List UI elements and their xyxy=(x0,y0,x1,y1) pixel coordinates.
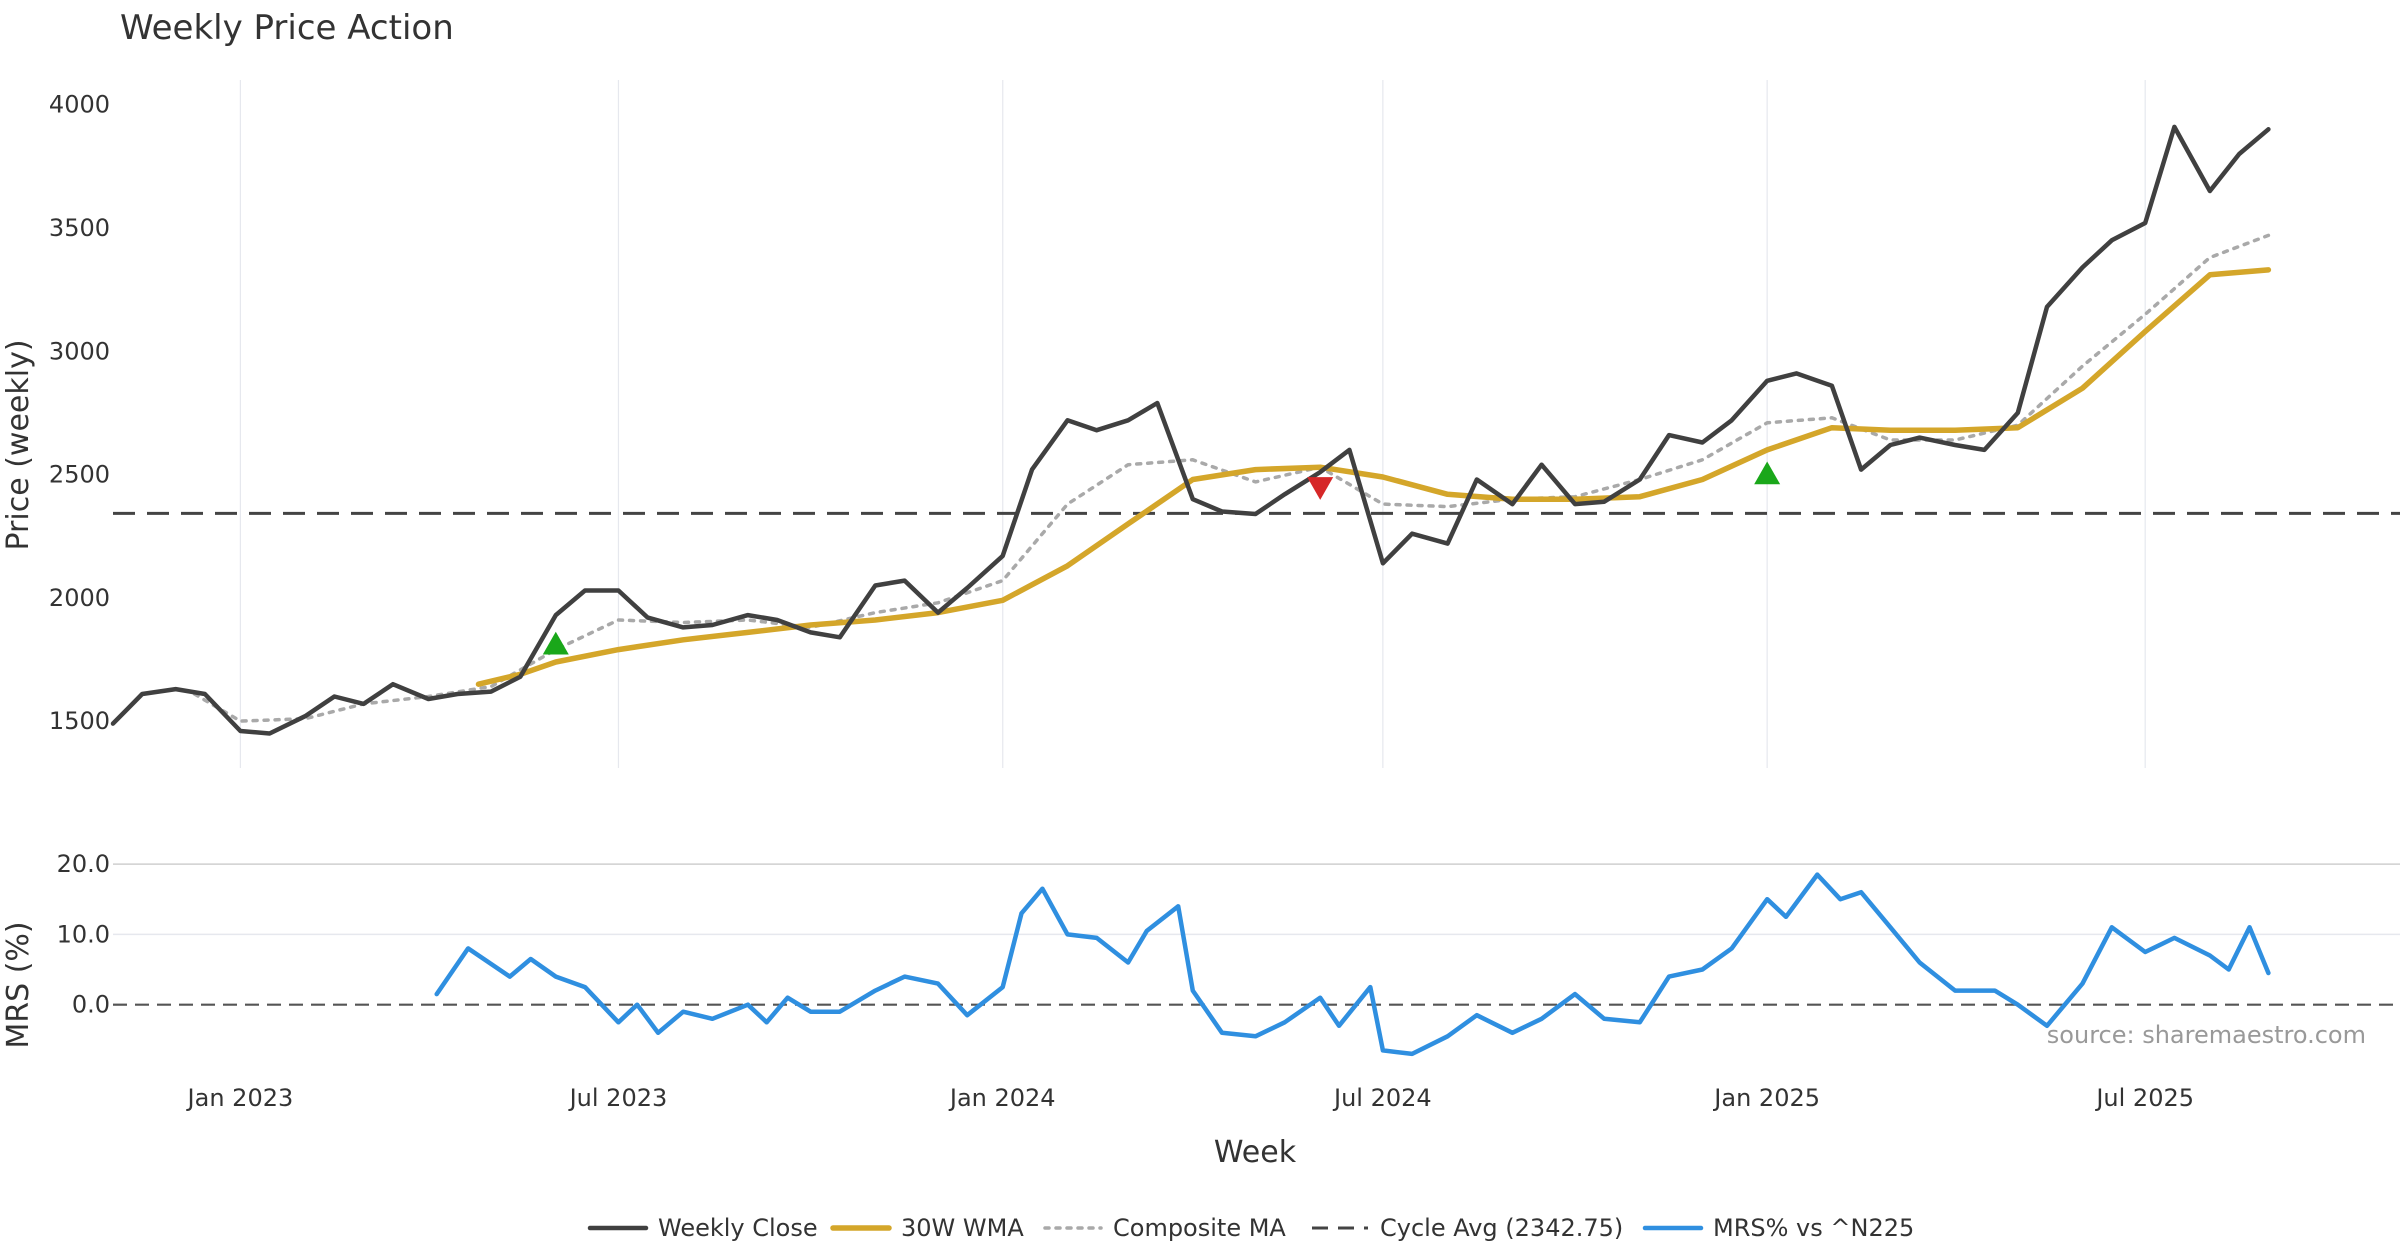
mrs-panel: 0.0 10.0 20.0 MRS (%) source: sharemaestro… xyxy=(1,850,2400,1057)
x-tick-label: Jan 2023 xyxy=(186,1084,294,1112)
mrs-y-tick-label: 20.0 xyxy=(57,850,110,878)
x-tick-label: Jan 2025 xyxy=(1712,1084,1820,1112)
price-panel: 1500 2000 2500 3000 3500 4000 Price (weekly) xyxy=(1,80,2400,768)
buy-signal-marker xyxy=(542,631,569,655)
x-axis: Jan 2023 Jul 2023 Jan 2024 Jul 2024 Jan 2025… xyxy=(186,1084,2194,1112)
price-y-axis-label: Price (weekly) xyxy=(1,339,36,550)
chart-title: Weekly Price Action xyxy=(120,8,454,48)
legend-label-mrs-vs-n225: MRS% vs ^N225 xyxy=(1713,1214,1914,1242)
composite-ma-line xyxy=(192,233,2271,723)
mrs-y-axis: 0.0 10.0 20.0 xyxy=(57,850,110,1019)
x-tick-label: Jan 2024 xyxy=(948,1084,1056,1112)
mrs-series xyxy=(434,872,2271,1057)
mrs-y-tick-label: 10.0 xyxy=(57,920,110,948)
price-y-axis: 1500 2000 2500 3000 3500 4000 xyxy=(49,91,110,735)
sell-signal-marker xyxy=(1307,477,1334,500)
price-y-tick-label: 1500 xyxy=(49,707,110,735)
price-y-tick-label: 4000 xyxy=(49,91,110,119)
legend-label-composite-ma: Composite MA xyxy=(1113,1214,1286,1242)
legend-label-cycle-avg-2342-75: Cycle Avg (2342.75) xyxy=(1380,1214,1623,1242)
x-tick-label: Jul 2025 xyxy=(2094,1084,2194,1112)
x-tick-label: Jul 2024 xyxy=(1332,1084,1432,1112)
legend: Weekly Close 30W WMA Composite MA Cycle Avg… xyxy=(587,1214,1914,1242)
mrs-y-axis-label: MRS (%) xyxy=(1,921,36,1048)
source-note: source: sharemaestro.com xyxy=(2047,1021,2366,1049)
mrs-vs-n225-line xyxy=(434,872,2271,1057)
price-y-tick-label: 3500 xyxy=(49,214,110,242)
price-y-tick-label: 3000 xyxy=(49,337,110,365)
mrs-grid xyxy=(113,863,2400,1006)
x-axis-label: Week xyxy=(1214,1135,1297,1170)
price-y-tick-label: 2500 xyxy=(49,461,110,489)
price-y-tick-label: 2000 xyxy=(49,584,110,612)
mrs-y-tick-label: 0.0 xyxy=(72,991,110,1019)
signal-markers xyxy=(542,461,1781,655)
legend-label-weekly-close: Weekly Close xyxy=(658,1214,818,1242)
30w-wma-line xyxy=(475,267,2272,687)
weekly-close-line xyxy=(110,124,2271,736)
x-tick-label: Jul 2023 xyxy=(568,1084,668,1112)
price-series xyxy=(110,124,2400,736)
legend-label-30w-wma: 30W WMA xyxy=(901,1214,1024,1242)
buy-signal-marker xyxy=(1754,461,1781,485)
